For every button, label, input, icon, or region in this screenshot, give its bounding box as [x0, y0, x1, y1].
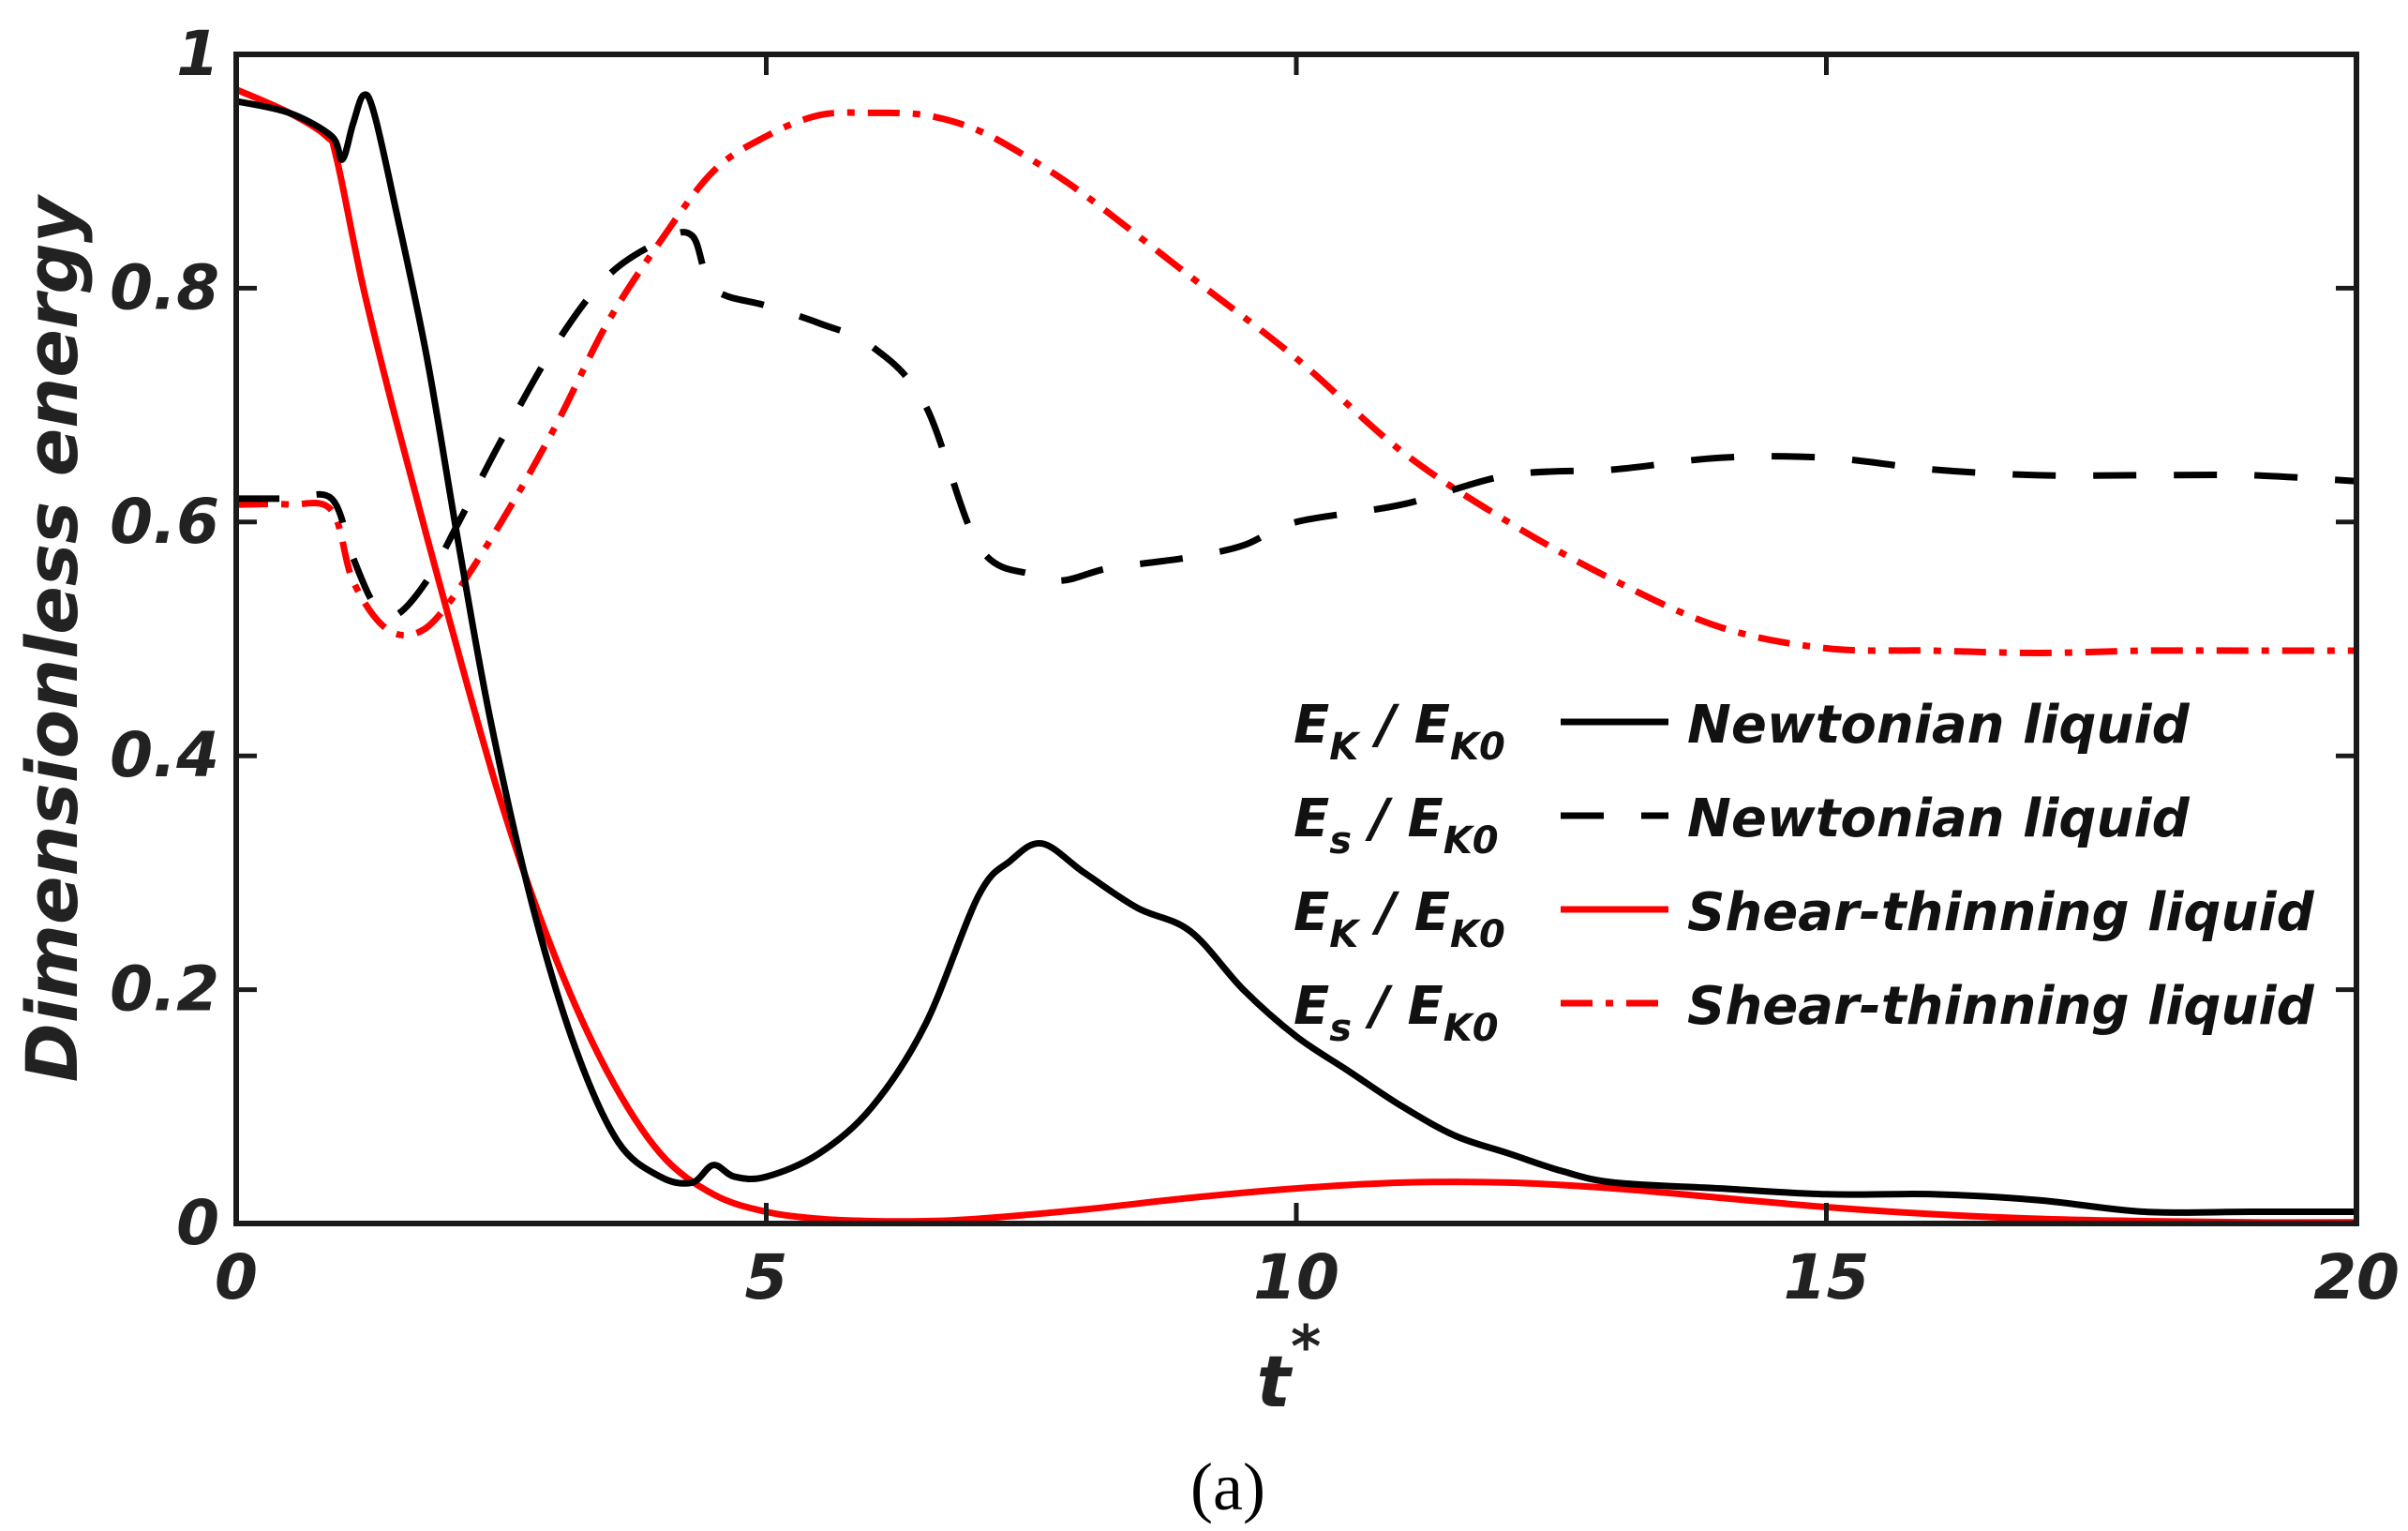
legend-series-name: Shear-thinning liquid [1687, 882, 2315, 943]
legend: EK / EK0 Newtonian liquid Es / EK0 Newtonia… [1294, 695, 2315, 1050]
series-line-1 [236, 229, 2356, 621]
legend-energy-label: EK / EK0 [1294, 695, 1505, 769]
x-axis-title-superscript: * [1291, 1313, 1321, 1381]
legend-entry: Es / EK0 Shear-thinning liquid [1294, 976, 2315, 1050]
x-axis-title-main: t [1257, 1340, 1294, 1423]
y-axis-title: Dimensionless energy [10, 193, 94, 1082]
figure-caption: (a) [1190, 1449, 1265, 1524]
y-tick-label: 1 [176, 18, 219, 90]
x-tick-label: 15 [1784, 1241, 1870, 1313]
axes-frame [233, 52, 2359, 1226]
x-tick-label: 0 [215, 1241, 258, 1313]
y-tick-label: 0 [176, 1187, 219, 1259]
x-axis-title: t* [1257, 1313, 1322, 1423]
legend-entry: EK / EK0 Shear-thinning liquid [1294, 882, 2315, 956]
legend-series-name: Shear-thinning liquid [1687, 976, 2315, 1037]
legend-entry: EK / EK0 Newtonian liquid [1294, 695, 2191, 769]
x-tick-label: 10 [1253, 1241, 1339, 1313]
tick-layer: 0 5 10 15 20 0 0.2 0.4 0.6 0.8 1 [110, 18, 2400, 1313]
legend-series-name: Newtonian liquid [1687, 695, 2191, 756]
y-tick-label: 0.2 [110, 953, 219, 1026]
legend-energy-label: Es / EK0 [1294, 788, 1499, 863]
plot-area: 0 5 10 15 20 0 0.2 0.4 0.6 0.8 1 [110, 18, 2400, 1313]
legend-energy-label: EK / EK0 [1294, 882, 1505, 956]
y-tick-label: 0.4 [110, 719, 219, 791]
legend-entry: Es / EK0 Newtonian liquid [1294, 788, 2191, 863]
y-tick-label: 0.8 [110, 251, 219, 323]
x-tick-label: 20 [2313, 1241, 2400, 1313]
legend-energy-label: Es / EK0 [1294, 976, 1499, 1050]
series-line-0 [236, 91, 2356, 1216]
y-tick-label: 0.6 [110, 486, 219, 558]
x-tick-label: 5 [745, 1241, 788, 1313]
series-line-3 [236, 109, 2356, 656]
series-layer [236, 86, 2356, 1223]
legend-series-name: Newtonian liquid [1687, 788, 2191, 849]
